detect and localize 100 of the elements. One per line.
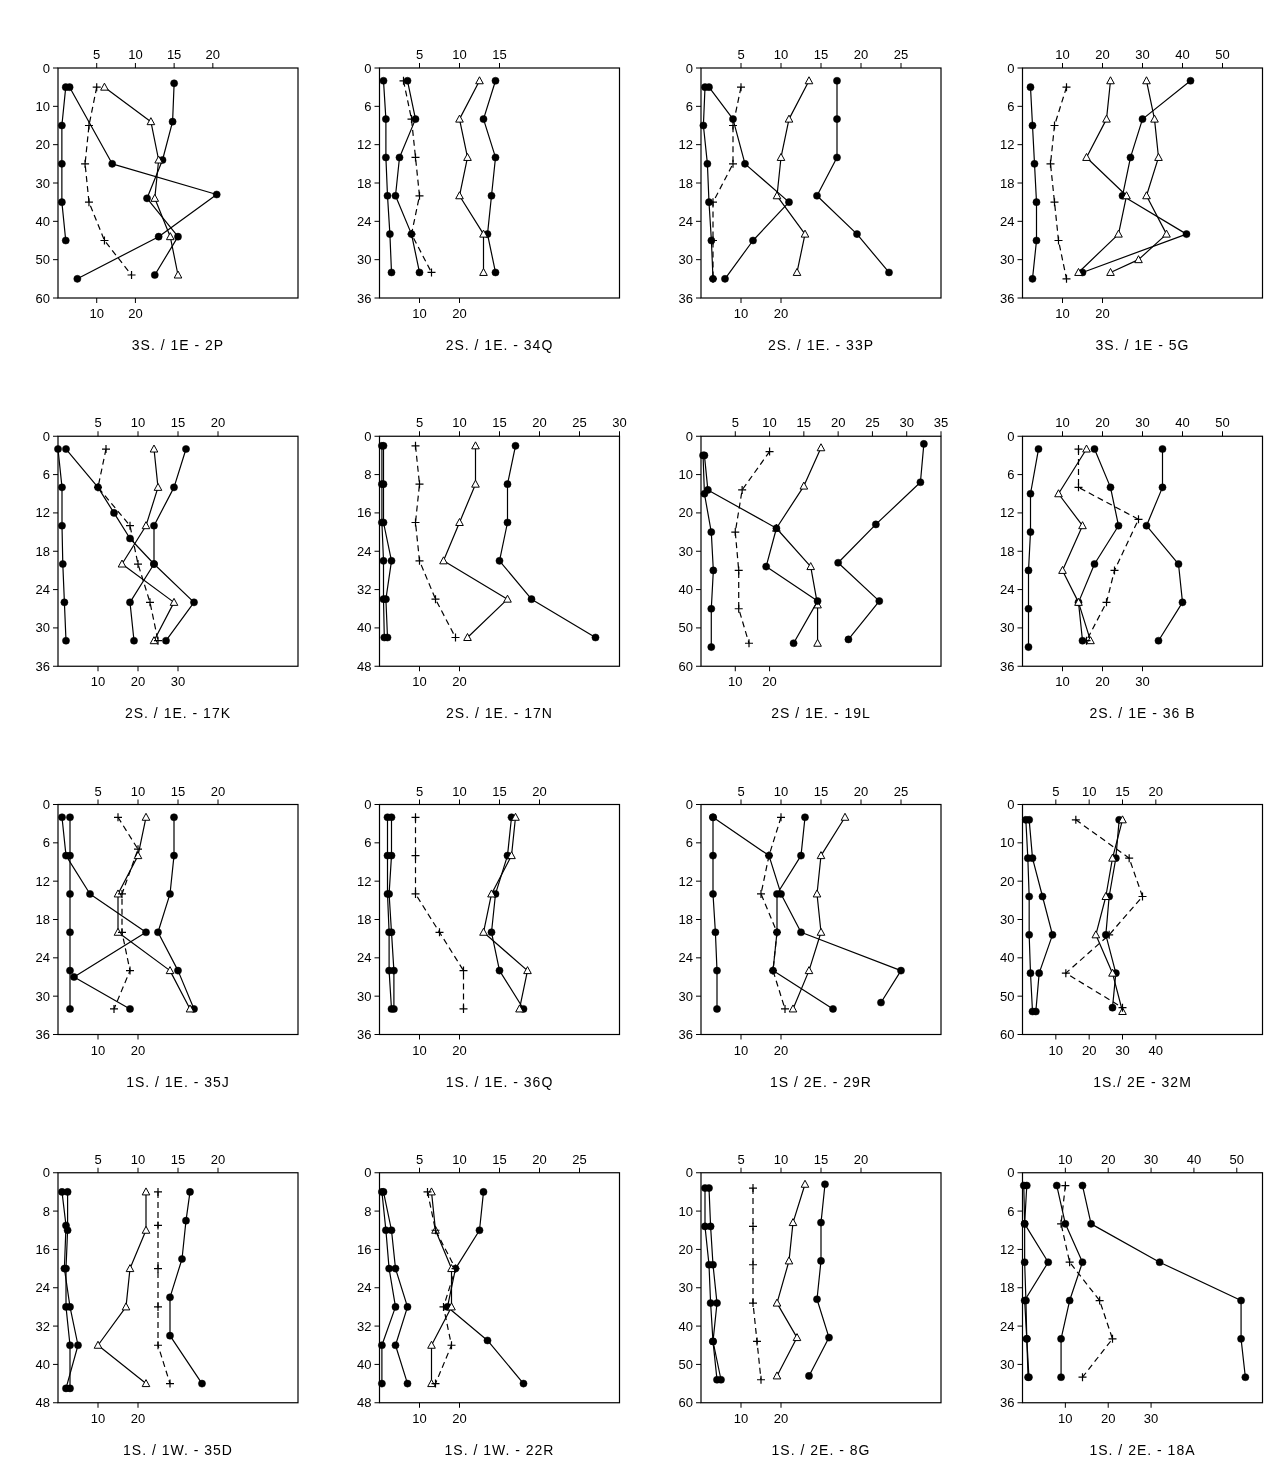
y-tick-label: 40: [35, 213, 50, 229]
text: 1S. / 1E. - 35J: [126, 1073, 230, 1090]
y-tick-label: 12: [357, 873, 372, 889]
x2-tick-label: 5: [415, 1151, 424, 1167]
y-tick-label: 24: [35, 582, 50, 598]
y-tick-label: 18: [35, 543, 50, 559]
text: 1S./ 2E - 32M: [1093, 1073, 1192, 1090]
y-tick-label: 24: [1000, 1318, 1015, 1334]
x2-tick-label: 10: [452, 47, 467, 62]
y-tick-label: 24: [1000, 582, 1015, 598]
text: 1S. / 2E. - 18A: [1089, 1441, 1196, 1458]
x2-tick-label: 30: [1143, 1151, 1159, 1167]
y-tick-label: 24: [678, 950, 693, 966]
x-tick-label: 30: [1143, 1410, 1159, 1426]
y-tick-label: 30: [35, 988, 50, 1004]
y-tick-label: 30: [1000, 1356, 1015, 1372]
y-tick-label: 36: [35, 1027, 50, 1043]
y-tick-label: 18: [1000, 175, 1015, 191]
y-tick-label: 20: [1000, 873, 1015, 889]
x2-tick-label: 15: [170, 415, 186, 431]
x2-tick-label: 10: [452, 1151, 467, 1167]
x2-tick-label: 30: [1135, 415, 1150, 431]
x2-tick-label: 15: [1115, 783, 1130, 799]
text: 3S. / 1E - 5G: [1095, 337, 1190, 353]
x2-tick-label: 20: [830, 415, 846, 431]
y-tick-label: 16: [357, 1241, 372, 1257]
x2-tick-label: 5: [93, 47, 101, 62]
x-tick-label: 10: [1058, 1410, 1073, 1426]
x-tick-label: 20: [452, 1410, 467, 1426]
x2-tick-label: 15: [170, 1151, 186, 1167]
x-tick-label: 20: [1095, 674, 1110, 690]
x2-tick-label: 10: [452, 415, 467, 431]
y-tick-label: 6: [42, 467, 50, 483]
x-tick-label: 20: [773, 1042, 789, 1058]
y-tick-label: 24: [357, 543, 372, 559]
y-tick-label: 32: [357, 1318, 372, 1334]
x-tick-label: 20: [773, 306, 789, 321]
y-tick-label: 30: [1000, 912, 1015, 928]
x-tick-label: 10: [1055, 306, 1070, 321]
y-tick-label: 12: [1000, 137, 1015, 153]
y-tick-label: 0: [685, 797, 693, 813]
y-tick-label: 30: [357, 988, 372, 1004]
x-tick-label: 40: [1148, 1042, 1164, 1058]
y-tick-label: 20: [678, 505, 693, 521]
text: 1S. / 1W. - 22R: [444, 1441, 555, 1458]
y-tick-label: 10: [678, 467, 693, 483]
x2-tick-label: 10: [452, 783, 467, 799]
y-tick-label: 0: [364, 428, 372, 444]
x2-tick-label: 10: [1055, 47, 1070, 62]
y-tick-label: 60: [678, 658, 693, 674]
y-tick-label: 60: [678, 1395, 693, 1411]
y-tick-label: 36: [1000, 1395, 1015, 1411]
x2-tick-label: 25: [865, 415, 880, 431]
y-tick-label: 48: [357, 1395, 372, 1411]
y-tick-label: 0: [42, 428, 50, 444]
x2-tick-label: 30: [612, 415, 627, 431]
y-tick-label: 18: [678, 175, 693, 191]
x2-tick-label: 20: [210, 783, 226, 799]
y-tick-label: 6: [364, 835, 372, 851]
x2-tick-label: 15: [166, 47, 182, 62]
y-tick-label: 60: [35, 290, 50, 306]
x-tick-label: 10: [412, 1042, 427, 1058]
y-tick-label: 24: [357, 213, 372, 229]
y-tick-label: 24: [35, 1280, 50, 1296]
y-tick-label: 50: [678, 1356, 693, 1372]
text: 1S. / 1E. - 36Q: [445, 1073, 554, 1090]
y-tick-label: 0: [364, 1165, 372, 1181]
y-tick-label: 12: [35, 873, 50, 889]
x2-tick-label: 20: [853, 783, 869, 799]
x2-tick-label: 15: [813, 47, 829, 62]
x2-tick-label: 20: [1100, 1151, 1116, 1167]
y-tick-label: 10: [35, 98, 50, 114]
y-tick-label: 0: [1007, 428, 1015, 444]
x2-tick-label: 5: [415, 47, 424, 62]
x2-tick-label: 10: [130, 1151, 146, 1167]
y-tick-label: 48: [357, 658, 372, 674]
y-tick-label: 0: [1007, 60, 1015, 76]
x2-tick-label: 15: [492, 783, 507, 799]
y-tick-label: 40: [678, 582, 693, 598]
x-tick-label: 10: [733, 1042, 749, 1058]
x2-tick-label: 20: [853, 1151, 869, 1167]
x2-tick-label: 40: [1186, 1151, 1202, 1167]
y-tick-label: 6: [1007, 467, 1015, 483]
x2-tick-label: 35: [933, 415, 949, 431]
x-tick-label: 10: [412, 306, 427, 321]
x-tick-label: 30: [1135, 674, 1150, 690]
x2-tick-label: 10: [130, 415, 146, 431]
x2-tick-label: 15: [492, 47, 507, 62]
y-tick-label: 30: [35, 175, 50, 191]
y-tick-label: 40: [35, 1356, 50, 1372]
x2-tick-label: 10: [1055, 415, 1070, 431]
x2-tick-label: 20: [210, 1151, 226, 1167]
y-tick-label: 18: [678, 912, 693, 928]
y-tick-label: 40: [357, 620, 372, 636]
y-tick-label: 18: [1000, 543, 1015, 559]
x2-tick-label: 50: [1215, 47, 1230, 62]
x2-tick-label: 5: [731, 415, 739, 431]
x2-tick-label: 5: [415, 415, 424, 431]
y-tick-label: 30: [35, 620, 50, 636]
text: 2S. / 1E. - 17N: [446, 705, 553, 722]
